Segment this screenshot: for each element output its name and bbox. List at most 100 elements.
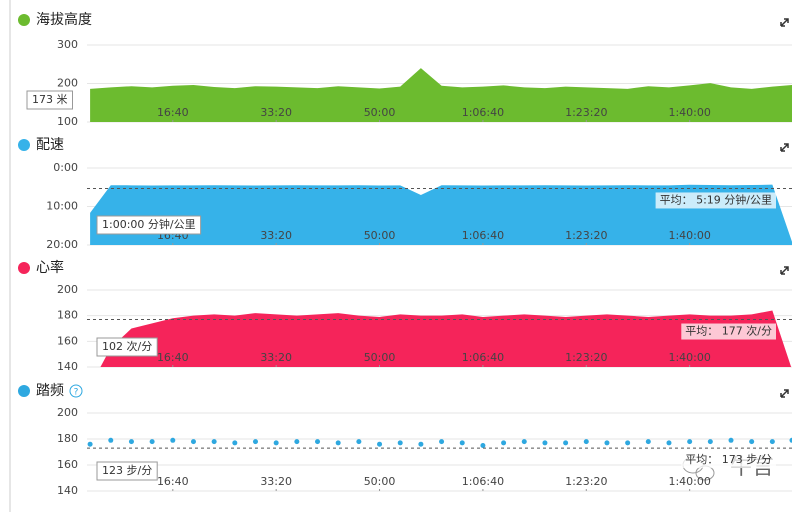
point xyxy=(707,439,713,445)
y-tick-label: 140 xyxy=(57,360,78,373)
panel-title: 海拔高度 xyxy=(36,11,92,28)
help-icon-text: ? xyxy=(74,388,79,398)
panel-title: 心率 xyxy=(36,259,64,276)
point xyxy=(645,439,651,445)
y-tick-label: 300 xyxy=(57,38,78,51)
x-tick-label: 50:00 xyxy=(364,475,396,488)
average-label: 平均： 177 次/分 xyxy=(685,324,772,338)
cursor-label: 1:00:00 分钟/公里 xyxy=(102,217,196,231)
y-tick-label: 200 xyxy=(57,283,78,296)
point xyxy=(128,439,134,445)
help-icon[interactable] xyxy=(69,384,83,398)
expand-arrows xyxy=(780,389,789,398)
y-tick-label: 180 xyxy=(57,432,78,445)
point xyxy=(625,440,631,446)
plot xyxy=(90,184,792,245)
point xyxy=(583,439,589,445)
point xyxy=(273,440,279,446)
point xyxy=(211,439,217,445)
average-label-bg xyxy=(655,192,776,209)
point xyxy=(356,439,362,445)
point xyxy=(459,440,465,446)
plot xyxy=(87,437,792,448)
x-tick-label: 33:20 xyxy=(260,475,292,488)
cursor-label: 173 米 xyxy=(32,93,68,106)
x-tick-label: 1:23:20 xyxy=(565,351,607,364)
y-tick-label: 10:00 xyxy=(46,200,78,213)
area xyxy=(90,310,792,367)
plot xyxy=(90,68,792,122)
point xyxy=(728,437,734,443)
y-tick-label: 200 xyxy=(57,406,78,419)
x-tick-label: 33:20 xyxy=(260,229,292,242)
point xyxy=(687,439,693,445)
y-tick-label: 200 xyxy=(57,77,78,90)
y-tick-label: 160 xyxy=(57,458,78,471)
point xyxy=(418,441,424,447)
point xyxy=(769,439,775,445)
average-label-bg xyxy=(681,323,776,340)
x-tick-label: 16:40 xyxy=(157,475,189,488)
average-label: 平均： 173 步/分 xyxy=(685,453,772,466)
point xyxy=(604,440,610,446)
expand-icon[interactable] xyxy=(780,143,789,152)
cursor-label-box xyxy=(96,337,158,357)
x-tick-label: 16:40 xyxy=(157,106,189,119)
expand-arrows xyxy=(780,143,789,152)
point xyxy=(315,439,321,445)
point xyxy=(563,440,569,446)
legend-dot xyxy=(18,139,30,151)
point xyxy=(521,439,527,445)
panel-title: 配速 xyxy=(36,137,64,153)
legend-dot xyxy=(18,262,30,274)
x-tick-label: 33:20 xyxy=(260,351,292,364)
y-tick-label: 140 xyxy=(57,484,78,497)
y-tick-label: 0:00 xyxy=(53,161,78,174)
cursor-label-box xyxy=(96,461,158,481)
point xyxy=(501,440,507,446)
cursor-label: 102 次/分 xyxy=(102,339,152,353)
point xyxy=(149,439,155,445)
x-tick-label: 16:40 xyxy=(157,351,189,364)
x-tick-label: 50:00 xyxy=(364,106,396,119)
point xyxy=(480,443,486,448)
area xyxy=(90,184,792,245)
point xyxy=(108,437,114,443)
point xyxy=(335,440,341,446)
cursor-label-box xyxy=(96,215,202,235)
expand-icon[interactable] xyxy=(780,389,789,398)
x-tick-label: 1:06:40 xyxy=(462,106,504,119)
panel-title: 踏频 xyxy=(36,383,64,399)
expand-icon[interactable] xyxy=(780,18,789,27)
expand-icon[interactable] xyxy=(780,266,789,275)
point xyxy=(170,437,176,443)
point xyxy=(294,439,300,445)
average-label-bg xyxy=(681,452,776,469)
x-tick-label: 1:06:40 xyxy=(462,475,504,488)
point xyxy=(397,440,403,446)
x-tick-label: 1:23:20 xyxy=(565,106,607,119)
point xyxy=(252,439,258,445)
x-tick-label: 1:40:00 xyxy=(668,106,710,119)
point xyxy=(232,440,238,446)
x-tick-label: 1:40:00 xyxy=(668,229,710,242)
average-label: 平均： 5:19 分钟/公里 xyxy=(660,192,772,206)
y-tick-label: 100 xyxy=(57,115,78,128)
x-tick-label: 1:23:20 xyxy=(565,229,607,242)
y-tick-label: 180 xyxy=(57,309,78,322)
point xyxy=(439,439,445,445)
point xyxy=(749,439,755,445)
x-tick-label: 50:00 xyxy=(364,229,396,242)
legend-dot xyxy=(18,385,30,397)
plot xyxy=(90,310,792,367)
point xyxy=(666,440,672,446)
x-tick-label: 1:40:00 xyxy=(668,351,710,364)
point xyxy=(377,441,383,447)
cursor-label: 123 步/分 xyxy=(102,464,152,477)
expand-arrows xyxy=(780,266,789,275)
x-tick-label: 1:06:40 xyxy=(462,351,504,364)
expand-arrows xyxy=(780,18,789,27)
x-tick-label: 50:00 xyxy=(364,351,396,364)
point xyxy=(87,441,93,447)
